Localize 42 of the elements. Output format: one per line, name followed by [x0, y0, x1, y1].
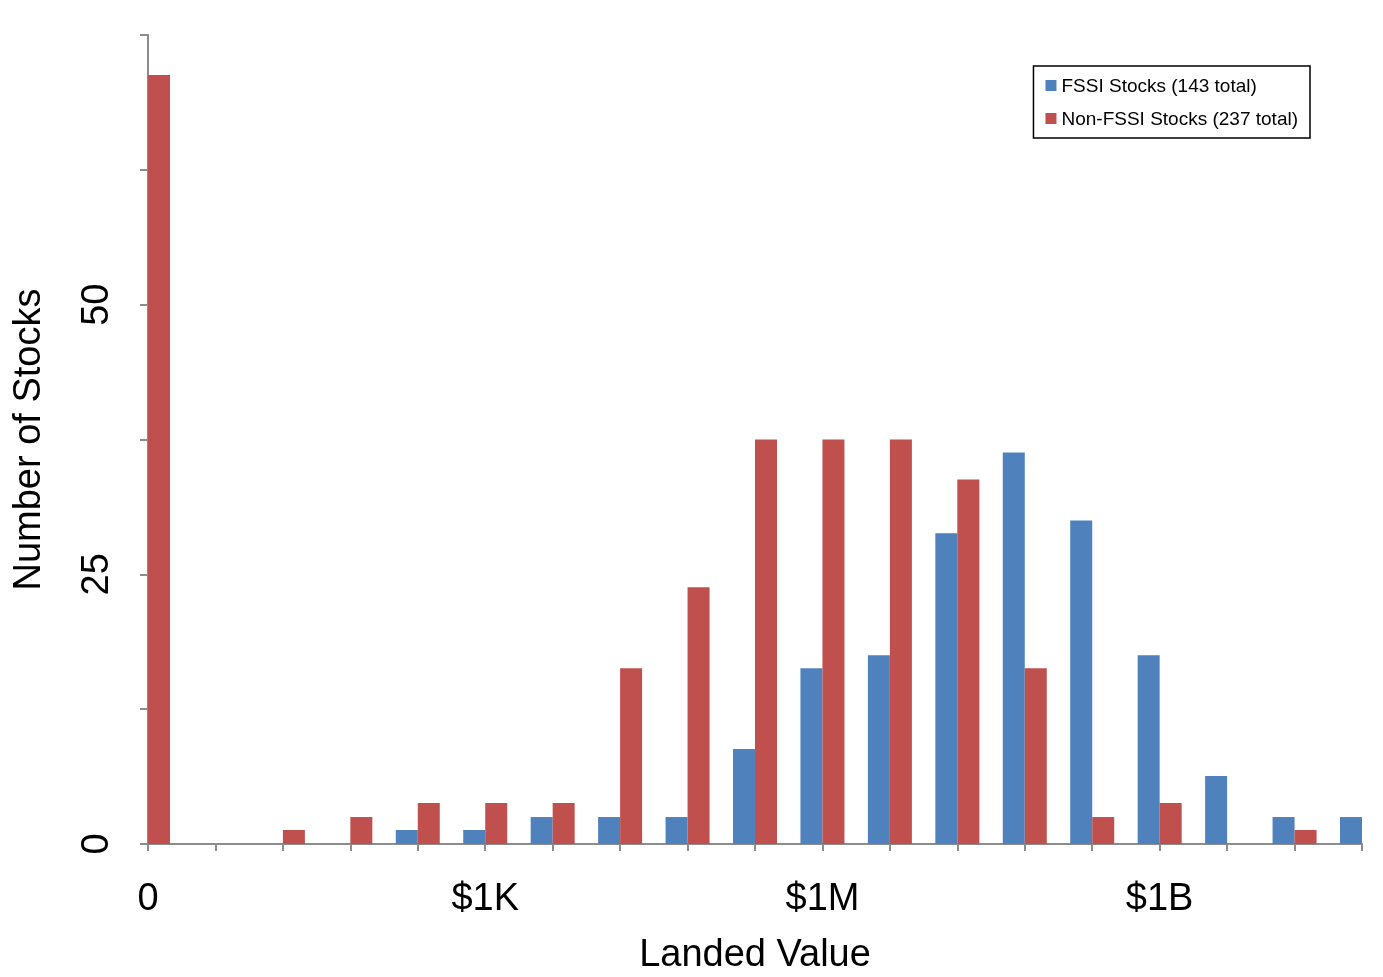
- bar: [957, 479, 980, 844]
- y-tick-label: 50: [74, 283, 116, 326]
- x-tick-label: $1K: [451, 876, 520, 918]
- bar: [822, 439, 845, 844]
- legend-label: FSSI Stocks (143 total): [1061, 75, 1257, 96]
- bar: [1137, 655, 1160, 844]
- bar: [1205, 776, 1228, 844]
- bar: [1092, 817, 1115, 844]
- bar: [889, 439, 912, 844]
- x-axis-title: Landed Value: [639, 932, 871, 974]
- bar: [935, 533, 958, 844]
- bar: [1024, 668, 1047, 844]
- bar: [598, 817, 621, 844]
- bar: [530, 817, 553, 844]
- bar: [1070, 520, 1093, 844]
- x-tick-label: $1M: [785, 876, 860, 918]
- bar: [1159, 803, 1182, 844]
- bar: [552, 803, 575, 844]
- bar: [350, 817, 373, 844]
- bar: [1002, 452, 1025, 844]
- legend-label: Non-FSSI Stocks (237 total): [1061, 108, 1299, 129]
- bar: [800, 668, 823, 844]
- bar: [665, 817, 688, 844]
- bar: [485, 803, 508, 844]
- bar: [1340, 817, 1362, 844]
- bar: [463, 829, 486, 844]
- x-tick-label: $1B: [1125, 876, 1194, 918]
- y-tick-label: 25: [74, 553, 116, 596]
- bar: [620, 668, 643, 844]
- bar: [148, 74, 170, 844]
- y-axis-title: Number of Stocks: [6, 288, 48, 591]
- bar: [733, 749, 755, 844]
- bar: [687, 587, 710, 844]
- bar: [1272, 817, 1295, 844]
- bar: [867, 655, 890, 844]
- bar: [282, 829, 305, 844]
- bar: [417, 803, 440, 844]
- bar: [1294, 829, 1317, 844]
- y-tick-label: 0: [74, 833, 116, 855]
- bar: [395, 829, 418, 844]
- x-tick-label: 0: [137, 876, 159, 918]
- bar: [755, 439, 777, 844]
